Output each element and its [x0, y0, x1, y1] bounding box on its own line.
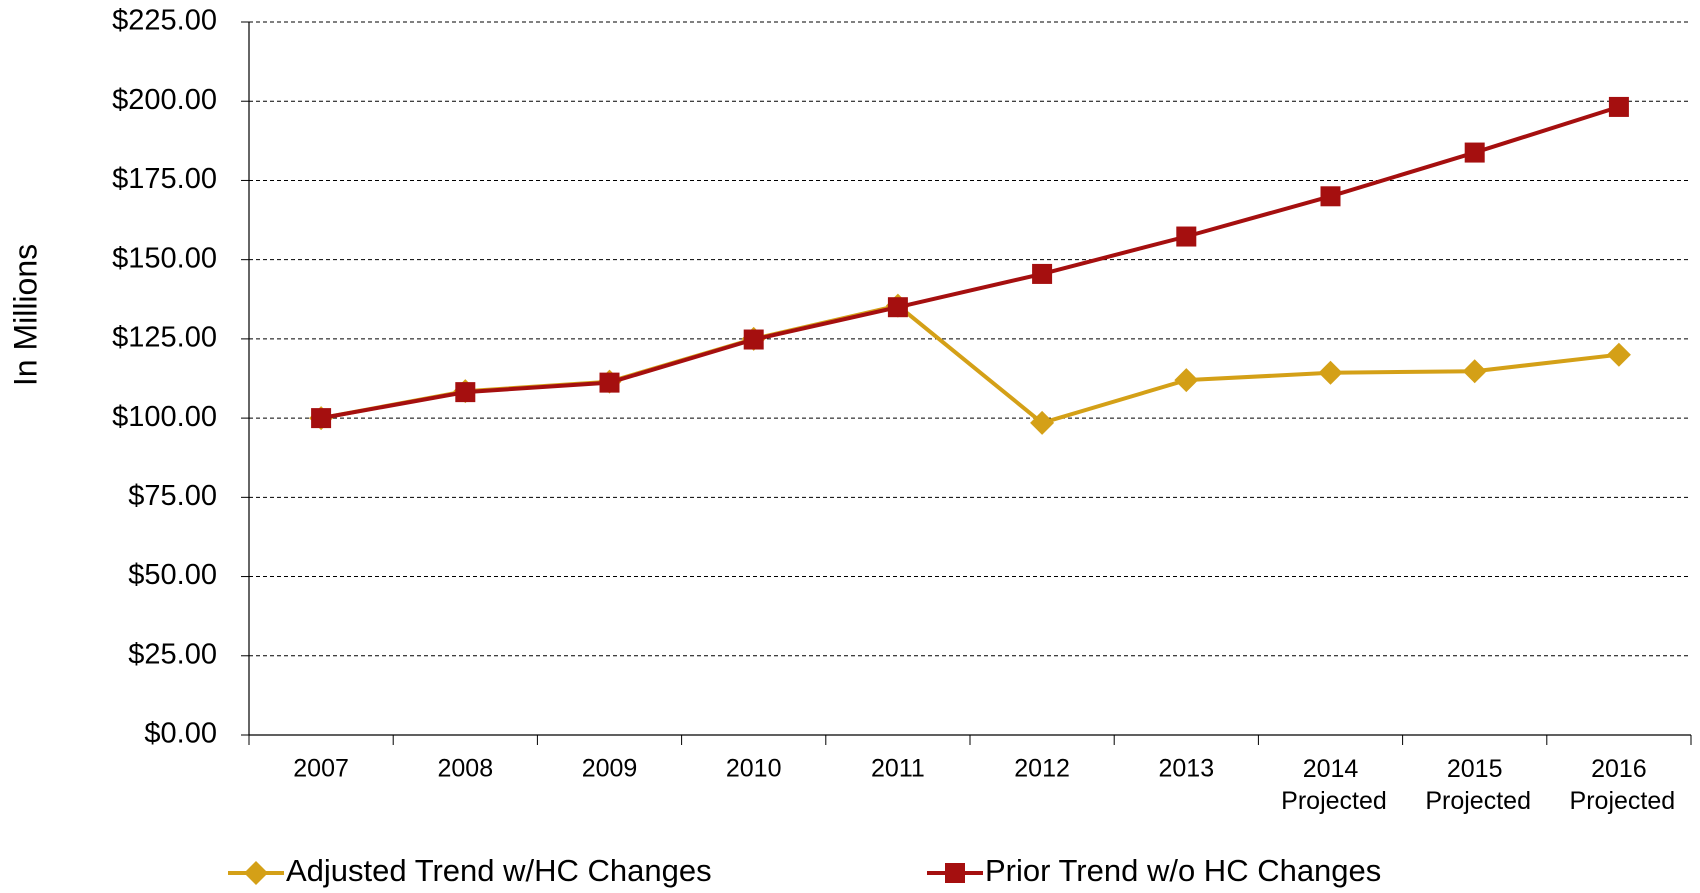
y-tick-label: $200.00: [112, 84, 217, 116]
y-tick-label: $125.00: [112, 322, 217, 354]
y-tick-label: $225.00: [112, 5, 217, 37]
point: [1462, 359, 1487, 384]
y-axis-label: In Millions: [7, 244, 43, 386]
point: [743, 329, 764, 350]
x-tick-label: 2012: [1014, 755, 1070, 783]
x-tick-label: 2015 Projected: [1418, 755, 1531, 815]
point: [1608, 96, 1629, 117]
x-tick-label: 2013: [1158, 755, 1214, 783]
point: [1318, 360, 1343, 385]
legend-marker: [945, 863, 965, 883]
legend-label: Adjusted Trend w/HC Changes: [286, 853, 712, 888]
y-tick-label: $150.00: [112, 242, 217, 274]
point: [887, 297, 908, 318]
y-tick-label: $0.00: [144, 718, 217, 750]
point: [1320, 186, 1341, 207]
point: [1606, 342, 1631, 367]
y-tick-label: $50.00: [128, 559, 217, 591]
x-tick-label: 2010: [726, 755, 782, 783]
x-tick-label: 2009: [582, 755, 638, 783]
point: [455, 382, 476, 403]
point: [1176, 226, 1197, 247]
x-tick-label: 2011: [871, 755, 925, 783]
y-tick-label: $75.00: [128, 480, 217, 512]
x-tick-label: 2016 Projected: [1563, 755, 1676, 815]
legend-label: Prior Trend w/o HC Changes: [985, 853, 1381, 888]
y-tick-label: $175.00: [112, 163, 217, 195]
legend-marker: [244, 861, 268, 885]
point: [311, 408, 332, 429]
point: [1174, 368, 1199, 393]
line: [320, 104, 1620, 421]
line: [320, 303, 1620, 426]
x-tick-label: 2014 Projected: [1274, 755, 1387, 815]
y-tick-label: $25.00: [128, 638, 217, 670]
x-tick-label: 2007: [293, 755, 349, 783]
point: [1032, 263, 1053, 284]
point: [1464, 142, 1485, 163]
point: [599, 372, 620, 393]
x-tick-label: 2008: [437, 755, 493, 783]
point: [1030, 410, 1055, 435]
y-tick-label: $100.00: [112, 401, 217, 433]
